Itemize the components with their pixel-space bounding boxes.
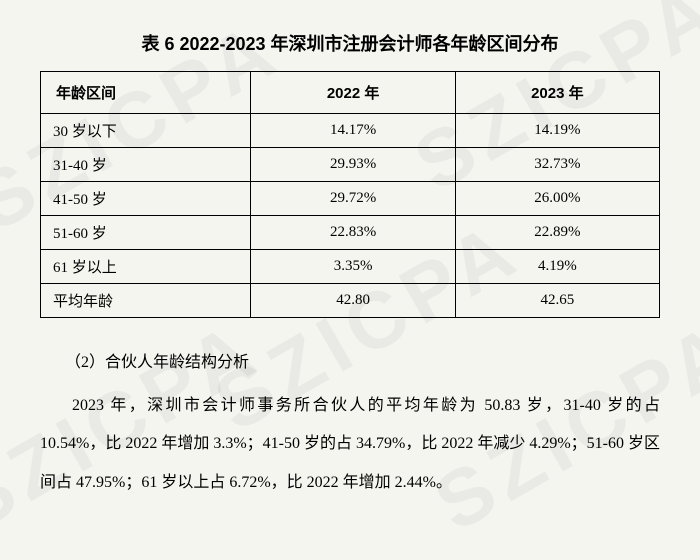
cell-age: 平均年龄 xyxy=(41,284,251,318)
col-header-2023: 2023 年 xyxy=(455,72,659,114)
table-row: 41-50 岁 29.72% 26.00% xyxy=(41,182,660,216)
table-header-row: 年龄区间 2022 年 2023 年 xyxy=(41,72,660,114)
col-header-2022: 2022 年 xyxy=(251,72,455,114)
table-title: 表 6 2022-2023 年深圳市注册会计师各年龄区间分布 xyxy=(40,30,660,56)
section-heading: （2）合伙人年龄结构分析 xyxy=(65,348,660,372)
cell-2022: 29.93% xyxy=(251,148,455,182)
document-content: 表 6 2022-2023 年深圳市注册会计师各年龄区间分布 年龄区间 2022… xyxy=(40,30,660,502)
table-row: 平均年龄 42.80 42.65 xyxy=(41,284,660,318)
table-row: 51-60 岁 22.83% 22.89% xyxy=(41,216,660,250)
cell-2022: 3.35% xyxy=(251,250,455,284)
table-row: 61 岁以上 3.35% 4.19% xyxy=(41,250,660,284)
cell-2023: 26.00% xyxy=(455,182,659,216)
cell-age: 51-60 岁 xyxy=(41,216,251,250)
cell-age: 41-50 岁 xyxy=(41,182,251,216)
cell-2023: 4.19% xyxy=(455,250,659,284)
table-row: 31-40 岁 29.93% 32.73% xyxy=(41,148,660,182)
cell-age: 30 岁以下 xyxy=(41,114,251,148)
cell-2022: 42.80 xyxy=(251,284,455,318)
cell-2023: 42.65 xyxy=(455,284,659,318)
cell-2023: 14.19% xyxy=(455,114,659,148)
table-row: 30 岁以下 14.17% 14.19% xyxy=(41,114,660,148)
cell-age: 31-40 岁 xyxy=(41,148,251,182)
cell-age: 61 岁以上 xyxy=(41,250,251,284)
cell-2022: 22.83% xyxy=(251,216,455,250)
age-distribution-table: 年龄区间 2022 年 2023 年 30 岁以下 14.17% 14.19% … xyxy=(40,71,660,318)
section-paragraph: 2023 年，深圳市会计师事务所合伙人的平均年龄为 50.83 岁，31-40 … xyxy=(40,387,660,502)
cell-2022: 14.17% xyxy=(251,114,455,148)
col-header-age: 年龄区间 xyxy=(41,72,251,114)
cell-2022: 29.72% xyxy=(251,182,455,216)
cell-2023: 22.89% xyxy=(455,216,659,250)
cell-2023: 32.73% xyxy=(455,148,659,182)
